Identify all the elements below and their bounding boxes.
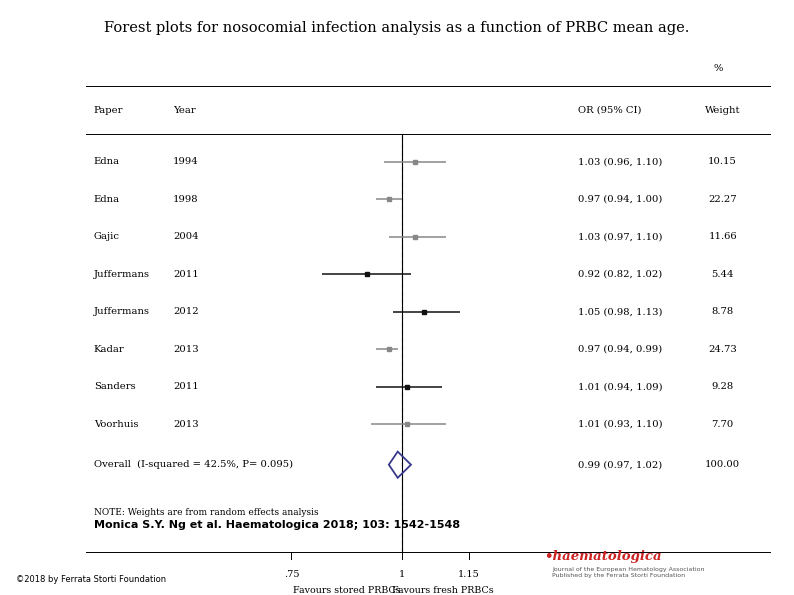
Text: 1.01 (0.93, 1.10): 1.01 (0.93, 1.10) (578, 419, 663, 429)
Text: 1.03 (0.96, 1.10): 1.03 (0.96, 1.10) (578, 157, 662, 167)
Text: 11.66: 11.66 (708, 232, 737, 242)
Text: .75: .75 (283, 570, 299, 579)
Text: Edna: Edna (94, 157, 120, 167)
Text: NOTE: Weights are from random effects analysis: NOTE: Weights are from random effects an… (94, 508, 318, 518)
Text: 10.15: 10.15 (708, 157, 737, 167)
Text: 2013: 2013 (173, 345, 198, 354)
Text: Edna: Edna (94, 195, 120, 204)
Text: 2011: 2011 (173, 270, 198, 279)
Text: 24.73: 24.73 (708, 345, 737, 354)
Text: Journal of the European Hematology Association
Published by the Ferrata Storti F: Journal of the European Hematology Assoc… (552, 567, 704, 578)
Text: 0.99 (0.97, 1.02): 0.99 (0.97, 1.02) (578, 460, 662, 469)
Text: 100.00: 100.00 (705, 460, 740, 469)
Text: 2013: 2013 (173, 419, 198, 429)
Text: 1: 1 (399, 570, 405, 579)
Text: Kadar: Kadar (94, 345, 125, 354)
Text: Paper: Paper (94, 105, 123, 115)
Text: Monica S.Y. Ng et al. Haematologica 2018; 103: 1542-1548: Monica S.Y. Ng et al. Haematologica 2018… (94, 520, 460, 530)
Text: 1.15: 1.15 (457, 570, 480, 579)
Text: 0.97 (0.94, 1.00): 0.97 (0.94, 1.00) (578, 195, 662, 204)
Text: Weight: Weight (705, 105, 740, 115)
Text: 5.44: 5.44 (711, 270, 734, 279)
Text: Voorhuis: Voorhuis (94, 419, 138, 429)
Text: %: % (714, 64, 723, 73)
Text: 9.28: 9.28 (711, 382, 734, 392)
Text: 1998: 1998 (173, 195, 198, 204)
Text: Forest plots for nosocomial infection analysis as a function of PRBC mean age.: Forest plots for nosocomial infection an… (104, 21, 690, 35)
Text: Year: Year (173, 105, 196, 115)
Text: Sanders: Sanders (94, 382, 135, 392)
Text: 2004: 2004 (173, 232, 198, 242)
Text: 2012: 2012 (173, 307, 198, 317)
Text: 1.05 (0.98, 1.13): 1.05 (0.98, 1.13) (578, 307, 662, 317)
Text: Overall  (I-squared = 42.5%, P= 0.095): Overall (I-squared = 42.5%, P= 0.095) (94, 460, 293, 469)
Text: 22.27: 22.27 (708, 195, 737, 204)
Text: 0.92 (0.82, 1.02): 0.92 (0.82, 1.02) (578, 270, 662, 279)
Text: 2011: 2011 (173, 382, 198, 392)
Text: •haematologica: •haematologica (544, 550, 661, 563)
Text: Favours fresh PRBCs: Favours fresh PRBCs (392, 586, 494, 595)
Text: OR (95% CI): OR (95% CI) (578, 105, 642, 115)
Text: Juffermans: Juffermans (94, 307, 150, 317)
Text: Juffermans: Juffermans (94, 270, 150, 279)
Text: 7.70: 7.70 (711, 419, 734, 429)
Text: 8.78: 8.78 (711, 307, 734, 317)
Text: 0.97 (0.94, 0.99): 0.97 (0.94, 0.99) (578, 345, 662, 354)
Text: Gajic: Gajic (94, 232, 120, 242)
Text: 1994: 1994 (173, 157, 198, 167)
Text: Favours stored PRBCs: Favours stored PRBCs (293, 586, 400, 595)
Text: ©2018 by Ferrata Storti Foundation: ©2018 by Ferrata Storti Foundation (16, 575, 166, 584)
Text: 1.01 (0.94, 1.09): 1.01 (0.94, 1.09) (578, 382, 663, 392)
Text: 1.03 (0.97, 1.10): 1.03 (0.97, 1.10) (578, 232, 662, 242)
